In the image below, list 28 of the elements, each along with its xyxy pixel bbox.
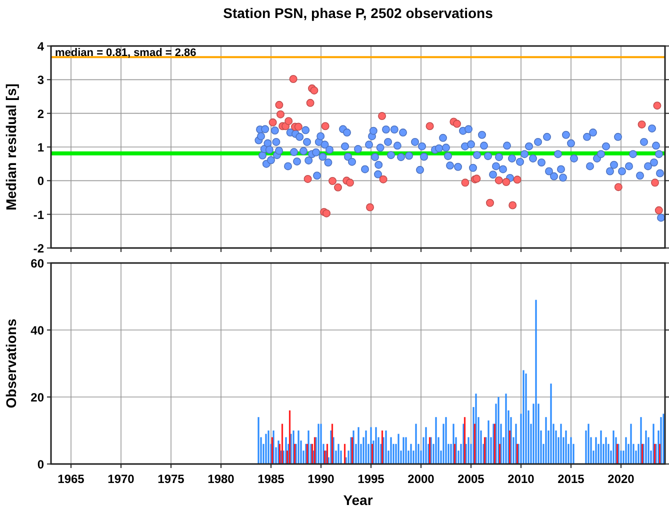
x-tick-label: 1980 bbox=[208, 472, 235, 486]
y-tick-label: 3 bbox=[37, 73, 44, 88]
x-tick-label: 1985 bbox=[258, 472, 285, 486]
y-tick-label: -2 bbox=[33, 242, 44, 256]
y-tick-label: 2 bbox=[37, 106, 44, 121]
y-tick-label: 1 bbox=[37, 140, 44, 154]
x-tick-label: 2020 bbox=[608, 472, 635, 486]
y-tick-label: 40 bbox=[30, 324, 44, 338]
x-tick-label: 1965 bbox=[58, 472, 85, 486]
y-tick-label: 0 bbox=[37, 458, 44, 472]
y-axis-title: Median residual [s] bbox=[3, 84, 19, 210]
annotation: median = 0.81, smad = 2.86 bbox=[55, 47, 196, 59]
x-tick-label: 2010 bbox=[508, 472, 535, 486]
y-axis-title: Observations bbox=[3, 318, 19, 408]
chart-title: Station PSN, phase P, 2502 observations bbox=[223, 5, 494, 21]
y-tick-label: -1 bbox=[33, 208, 44, 222]
y-tick-label: 0 bbox=[37, 174, 44, 188]
x-tick-label: 1970 bbox=[108, 472, 135, 486]
y-tick-label: 60 bbox=[30, 256, 44, 270]
x-tick-label: 1995 bbox=[358, 472, 385, 486]
x-tick-label: 2005 bbox=[458, 472, 485, 486]
y-tick-label: 4 bbox=[37, 40, 44, 54]
x-tick-label: 2000 bbox=[408, 472, 435, 486]
y-tick-label: 20 bbox=[30, 390, 44, 404]
x-tick-label: 1975 bbox=[158, 472, 185, 486]
x-tick-label: 2015 bbox=[558, 472, 585, 486]
x-axis-title: Year bbox=[343, 492, 374, 508]
x-tick-label: 1990 bbox=[308, 472, 335, 486]
